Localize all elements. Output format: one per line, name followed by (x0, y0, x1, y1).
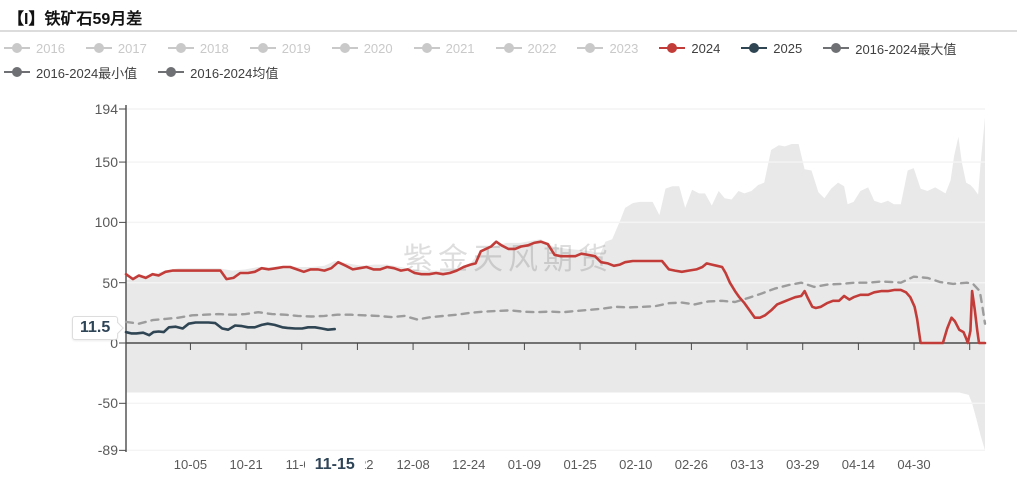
legend-item-2022[interactable]: 2022 (495, 40, 557, 56)
legend-line-circle-icon (158, 66, 185, 78)
legend-item-2017[interactable]: 2017 (85, 40, 147, 56)
legend-item-2016-2024均值[interactable]: 2016-2024均值 (158, 63, 278, 82)
legend-line-circle-icon (331, 42, 358, 54)
legend-label: 2023 (609, 40, 639, 56)
y-axis-label-194: 194 (94, 101, 118, 117)
legend-item-2016[interactable]: 2016 (4, 41, 65, 56)
legend-label: 2024 (691, 40, 721, 56)
x-axis-label-01-09: 01-09 (507, 457, 542, 472)
y-axis-label-150: 150 (94, 154, 118, 171)
x-axis-label-04-30: 04-30 (897, 457, 931, 472)
y-axis-label--89: -89 (97, 442, 118, 459)
y-axis-label-100: 100 (94, 214, 118, 231)
legend-item-2016-2024最小值[interactable]: 2016-2024最小值 (4, 63, 137, 82)
x-axis-label-12-08: 12-08 (396, 457, 430, 472)
legend-label: 2016-2024均值 (190, 65, 279, 81)
legend-line-circle-icon (823, 42, 850, 54)
legend-item-2018[interactable]: 2018 (167, 40, 229, 56)
legend-item-2023[interactable]: 2023 (577, 41, 638, 56)
legend-label: 2019 (281, 40, 311, 56)
x-axis-label-10-21: 10-21 (229, 457, 263, 472)
legend-item-2024[interactable]: 2024 (659, 41, 720, 56)
legend-label: 2016-2024最小值 (36, 65, 138, 81)
legend-item-2019[interactable]: 2019 (249, 40, 311, 56)
title-divider (0, 30, 1017, 32)
legend-item-2020[interactable]: 2020 (331, 40, 393, 56)
legend: 2016 2017 2018 2019 2020 2021 2022 2023 2024 2025… (4, 36, 1014, 84)
legend-line-circle-icon (413, 42, 440, 54)
x-axis-label-04-14: 04-14 (841, 457, 875, 472)
page-title: 【I】铁矿石59月差 (8, 11, 143, 28)
minmax-band-area (126, 117, 985, 451)
series-line-2016-2024均值 (124, 275, 987, 325)
legend-label: 2017 (117, 40, 147, 56)
series-line-2024 (124, 240, 987, 345)
y-axis-pointer-badge: 11.5 (72, 316, 119, 341)
legend-row-1: 2016 2017 2018 2019 2020 2021 2022 2023 2024 2025… (4, 36, 1014, 60)
x-axis-label-02-10: 02-10 (619, 457, 653, 472)
x-axis-label-03-13: 03-13 (730, 457, 764, 472)
legend-line-circle-icon (249, 42, 276, 54)
y-axis-label-0: 0 (110, 335, 118, 351)
x-axis-label-02-26: 02-26 (674, 457, 709, 472)
x-axis-label-01-25: 01-25 (563, 457, 597, 472)
legend-label: 2021 (445, 40, 475, 56)
legend-line-circle-icon (4, 42, 30, 54)
legend-label: 2016-2024最大值 (855, 41, 957, 57)
legend-line-circle-icon (659, 42, 686, 54)
series-line-2025 (124, 321, 337, 337)
legend-line-circle-icon (167, 42, 194, 54)
legend-label: 2020 (363, 40, 393, 56)
legend-line-circle-icon (577, 42, 604, 54)
y-axis-label--50: -50 (97, 395, 118, 412)
x-axis-label-12-24: 12-24 (452, 457, 486, 472)
legend-row-2: 2016-2024最小值 2016-2024均值 (4, 60, 1014, 84)
x-axis-label-10-05: 10-05 (173, 457, 208, 472)
legend-label: 2018 (199, 40, 229, 56)
legend-line-circle-icon (495, 42, 522, 54)
legend-item-2025[interactable]: 2025 (741, 41, 802, 56)
legend-line-circle-icon (4, 66, 30, 78)
legend-line-circle-icon (85, 42, 112, 54)
y-axis-label-50: 50 (102, 274, 118, 291)
legend-line-circle-icon (741, 42, 768, 54)
legend-label: 2022 (527, 40, 557, 56)
legend-item-2016-2024最大值[interactable]: 2016-2024最大值 (823, 39, 956, 58)
legend-item-2021[interactable]: 2021 (413, 40, 475, 56)
x-axis-pointer-label: 11-15 (304, 454, 365, 476)
x-axis-label-03-29: 03-29 (786, 457, 820, 472)
legend-label: 2016 (36, 40, 65, 56)
legend-label: 2025 (773, 40, 803, 56)
